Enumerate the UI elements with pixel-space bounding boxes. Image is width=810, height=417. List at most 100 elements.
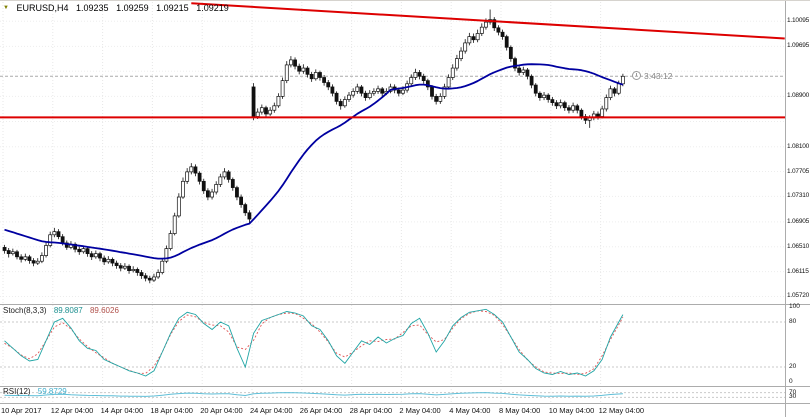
candle-up xyxy=(23,256,28,260)
time-axis-label: 24 Apr 04:00 xyxy=(250,406,293,415)
candle-down xyxy=(2,247,7,251)
candle-down xyxy=(64,242,69,248)
candle-down xyxy=(359,86,364,94)
candle-up xyxy=(351,90,356,96)
candle-down xyxy=(264,107,268,115)
candle-up xyxy=(160,260,165,273)
candle-up xyxy=(164,248,169,262)
candle-up xyxy=(620,75,625,85)
candle-up xyxy=(475,33,480,41)
candle-up xyxy=(313,72,318,80)
candle-down xyxy=(89,253,94,258)
candle-up xyxy=(355,86,360,92)
symbol-period: EURUSD,H4 xyxy=(16,3,69,13)
candle-down xyxy=(421,75,426,81)
candle-up xyxy=(280,80,285,97)
candle-up xyxy=(467,36,472,44)
candle-down xyxy=(318,72,322,78)
candle-up xyxy=(181,180,185,198)
stoch-main-value: 89.8087 xyxy=(53,306,83,315)
candle-up xyxy=(214,184,219,193)
price-axis-label: 1.10095 xyxy=(787,17,810,25)
candle-up xyxy=(367,92,372,98)
price-axis[interactable]: 1.09219 1.08567 xyxy=(785,1,810,417)
candle-up xyxy=(93,253,98,258)
candle-down xyxy=(143,275,148,279)
time-axis-label: 26 Apr 04:00 xyxy=(299,406,343,415)
candle-up xyxy=(172,215,177,234)
candle-down xyxy=(550,99,555,104)
candle-countdown-value: 3:43:12 xyxy=(644,71,673,81)
candle-up xyxy=(156,272,161,278)
candle-down xyxy=(85,248,90,255)
candle-down xyxy=(147,277,152,281)
time-axis-label: 10 May 04:00 xyxy=(548,406,595,415)
candle-down xyxy=(235,187,239,198)
candle-up xyxy=(616,83,621,94)
candle-down xyxy=(334,92,339,102)
candle-up xyxy=(122,265,127,269)
candle-down xyxy=(19,256,24,260)
stoch-signal-value: 89.6026 xyxy=(89,306,119,315)
candle-up xyxy=(255,111,260,117)
candle-up xyxy=(376,88,380,92)
candle-down xyxy=(118,265,123,269)
rsi-axis-label: 70 xyxy=(789,388,797,396)
stoch-axis-label: 80 xyxy=(789,318,797,325)
candle-down xyxy=(6,250,11,255)
time-axis-label: 14 Apr 04:00 xyxy=(100,406,144,415)
ohlc-open: 1.09235 xyxy=(76,3,109,13)
candle-up xyxy=(284,64,289,81)
candle-down xyxy=(546,94,551,100)
candle-up xyxy=(268,109,273,115)
price-axis-label: 1.05720 xyxy=(787,292,810,300)
stoch-main-line xyxy=(4,308,624,377)
rsi-value: 59.8729 xyxy=(37,387,67,396)
candle-down xyxy=(529,75,534,86)
candle-down xyxy=(230,179,235,188)
time-axis-label: 20 Apr 04:00 xyxy=(200,406,243,415)
candle-down xyxy=(309,73,314,80)
candle-up xyxy=(401,89,405,94)
price-axis-label: 1.06905 xyxy=(787,217,810,225)
candle-up xyxy=(484,21,488,28)
descending-trendline[interactable] xyxy=(191,2,785,40)
candle-down xyxy=(575,105,580,111)
candle-up xyxy=(521,69,526,73)
time-axis-label: 8 May 04:00 xyxy=(499,406,541,415)
candle-up xyxy=(455,58,459,69)
candle-up xyxy=(600,108,605,117)
candle-down xyxy=(15,251,19,258)
candle-down xyxy=(197,172,202,182)
rsi-label: RSI(12) xyxy=(3,387,31,396)
candle-down xyxy=(434,96,439,102)
candle-down xyxy=(338,101,343,107)
rsi-axis-label: 30 xyxy=(789,393,797,401)
candle-up xyxy=(152,276,156,281)
candle-up xyxy=(450,67,455,78)
candle-up xyxy=(438,96,443,102)
moving-average-line[interactable] xyxy=(4,63,624,260)
symbol-ohlc-line: ▼ EURUSD,H4 1.09235 1.09259 1.09215 1.09… xyxy=(3,3,234,13)
candle-up xyxy=(442,86,447,97)
candle-down xyxy=(425,80,430,88)
candle-up xyxy=(409,77,414,85)
ohlc-high: 1.09259 xyxy=(116,3,149,13)
time-axis-label: 2 May 04:00 xyxy=(399,406,441,415)
time-axis-label: 4 May 04:00 xyxy=(449,406,491,415)
time-axis-label: 18 Apr 04:00 xyxy=(150,406,193,415)
candle-down xyxy=(305,67,310,75)
candle-down xyxy=(500,31,505,37)
candle-down xyxy=(243,204,248,214)
candle-up xyxy=(185,171,190,182)
candle-up xyxy=(276,96,281,107)
candle-down xyxy=(430,86,434,97)
candle-up xyxy=(463,42,468,52)
candle-down xyxy=(322,77,326,83)
candle-down xyxy=(517,67,522,73)
candle-down xyxy=(396,89,401,94)
candle-countdown: 3:43:12 xyxy=(632,71,672,81)
candle-up xyxy=(52,231,57,236)
